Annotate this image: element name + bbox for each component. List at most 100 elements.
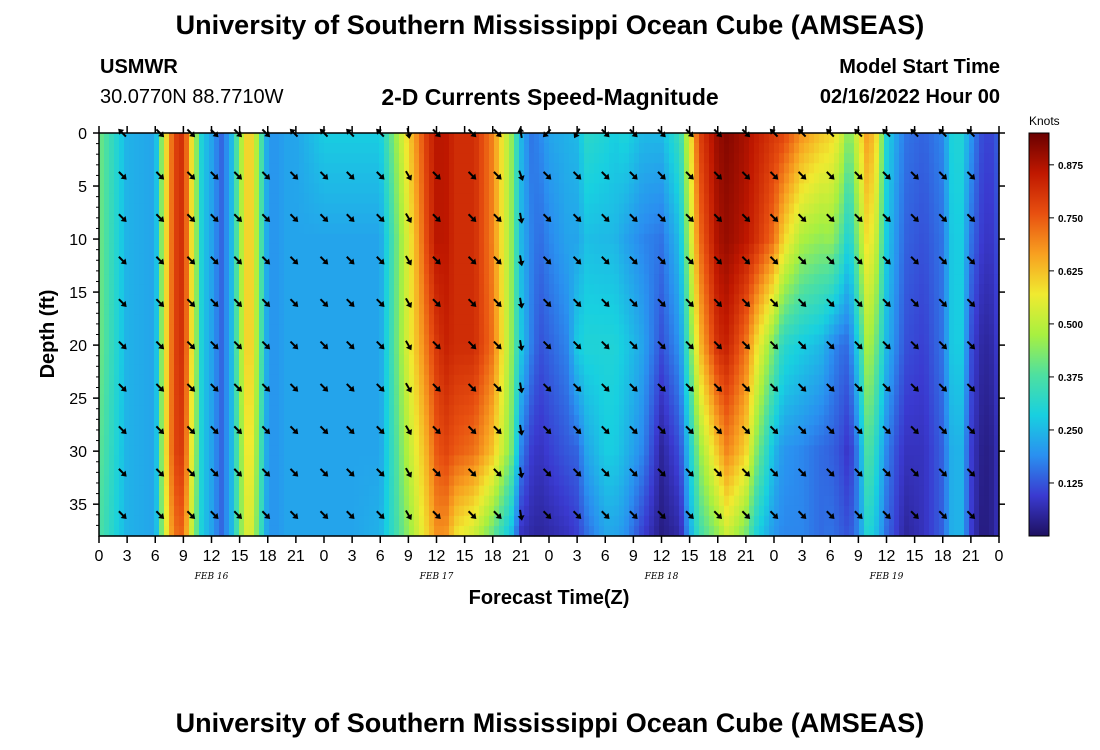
heatmap-cell — [169, 294, 175, 305]
heatmap-cell — [249, 213, 255, 225]
heatmap-cell — [449, 384, 455, 396]
heatmap-cell — [339, 425, 345, 436]
heatmap-cell — [404, 143, 410, 154]
heatmap-cell — [259, 304, 265, 315]
heatmap-cell — [359, 475, 365, 487]
heatmap-cell — [574, 485, 580, 497]
heatmap-cell — [149, 223, 155, 235]
heatmap-cell — [289, 314, 295, 326]
heatmap-cell — [149, 203, 155, 215]
heatmap-cell — [229, 274, 235, 285]
heatmap-cell — [314, 173, 320, 184]
heatmap-cell — [649, 314, 655, 326]
heatmap-cell — [324, 344, 330, 356]
heatmap-cell — [464, 344, 470, 356]
heatmap-cell — [374, 384, 380, 396]
heatmap-cell — [274, 173, 280, 184]
heatmap-cell — [404, 495, 410, 507]
heatmap-cell — [474, 515, 480, 527]
heatmap-cell — [709, 425, 715, 436]
heatmap-cell — [304, 425, 310, 436]
heatmap-cell — [389, 455, 395, 467]
heatmap-cell — [709, 475, 715, 487]
heatmap-cell — [579, 435, 585, 446]
heatmap-cell — [379, 133, 385, 144]
heatmap-cell — [159, 415, 165, 426]
heatmap-cell — [564, 495, 570, 507]
heatmap-cell — [634, 505, 640, 517]
heatmap-cell — [699, 223, 705, 235]
heatmap-cell — [304, 344, 310, 356]
heatmap-cell — [704, 525, 710, 537]
heatmap-cell — [189, 364, 195, 376]
heatmap-cell — [719, 384, 725, 396]
heatmap-cell — [519, 183, 525, 195]
heatmap-cell — [134, 223, 140, 235]
heatmap-cell — [589, 284, 595, 295]
heatmap-cell — [619, 384, 625, 396]
heatmap-cell — [579, 223, 585, 235]
heatmap-cell — [614, 193, 620, 205]
heatmap-cell — [154, 203, 160, 215]
heatmap-cell — [404, 435, 410, 446]
heatmap-cell — [614, 445, 620, 456]
heatmap-cell — [494, 263, 500, 275]
heatmap-cell — [279, 415, 285, 426]
heatmap-cell — [279, 274, 285, 285]
heatmap-cell — [134, 475, 140, 487]
heatmap-cell — [564, 405, 570, 416]
heatmap-cell — [274, 425, 280, 436]
heatmap-cell — [629, 233, 635, 245]
heatmap-cell — [629, 475, 635, 487]
heatmap-cell — [154, 394, 160, 406]
heatmap-cell — [509, 314, 515, 326]
heatmap-cell — [709, 274, 715, 285]
heatmap-cell — [149, 263, 155, 275]
heatmap-cell — [519, 475, 525, 487]
heatmap-cell — [314, 314, 320, 326]
heatmap-cell — [359, 445, 365, 456]
heatmap-cell — [169, 344, 175, 356]
heatmap-cell — [184, 233, 190, 245]
heatmap-cell — [534, 324, 540, 336]
heatmap-cell — [254, 384, 260, 396]
heatmap-cell — [229, 435, 235, 446]
heatmap-cell — [524, 354, 530, 366]
heatmap-cell — [569, 475, 575, 487]
heatmap-cell — [139, 143, 145, 154]
heatmap-cell — [334, 133, 340, 144]
heatmap-cell — [209, 405, 215, 416]
heatmap-cell — [494, 374, 500, 386]
heatmap-cell — [474, 263, 480, 275]
heatmap-cell — [399, 495, 405, 507]
heatmap-cell — [639, 415, 645, 426]
heatmap-cell — [234, 183, 240, 195]
heatmap-cell — [539, 445, 545, 456]
heatmap-cell — [109, 334, 115, 346]
heatmap-cell — [134, 495, 140, 507]
heatmap-cell — [654, 425, 660, 436]
heatmap-cell — [284, 173, 290, 184]
heatmap-cell — [609, 143, 615, 154]
heatmap-cell — [99, 274, 105, 285]
heatmap-cell — [554, 173, 560, 184]
heatmap-cell — [169, 223, 175, 235]
heatmap-cell — [164, 133, 170, 144]
heatmap-cell — [594, 344, 600, 356]
heatmap-cell — [719, 223, 725, 235]
heatmap-cell — [264, 435, 270, 446]
heatmap-cell — [369, 425, 375, 436]
heatmap-cell — [639, 193, 645, 205]
heatmap-cell — [539, 243, 545, 255]
heatmap-cell — [499, 253, 505, 265]
heatmap-cell — [654, 465, 660, 477]
heatmap-cell — [389, 253, 395, 265]
heatmap-cell — [439, 153, 445, 164]
heatmap-cell — [444, 435, 450, 446]
heatmap-cell — [509, 143, 515, 154]
heatmap-cell — [649, 394, 655, 406]
heatmap-cell — [429, 415, 435, 426]
heatmap-cell — [109, 324, 115, 336]
heatmap-cell — [674, 344, 680, 356]
heatmap-cell — [199, 384, 205, 396]
